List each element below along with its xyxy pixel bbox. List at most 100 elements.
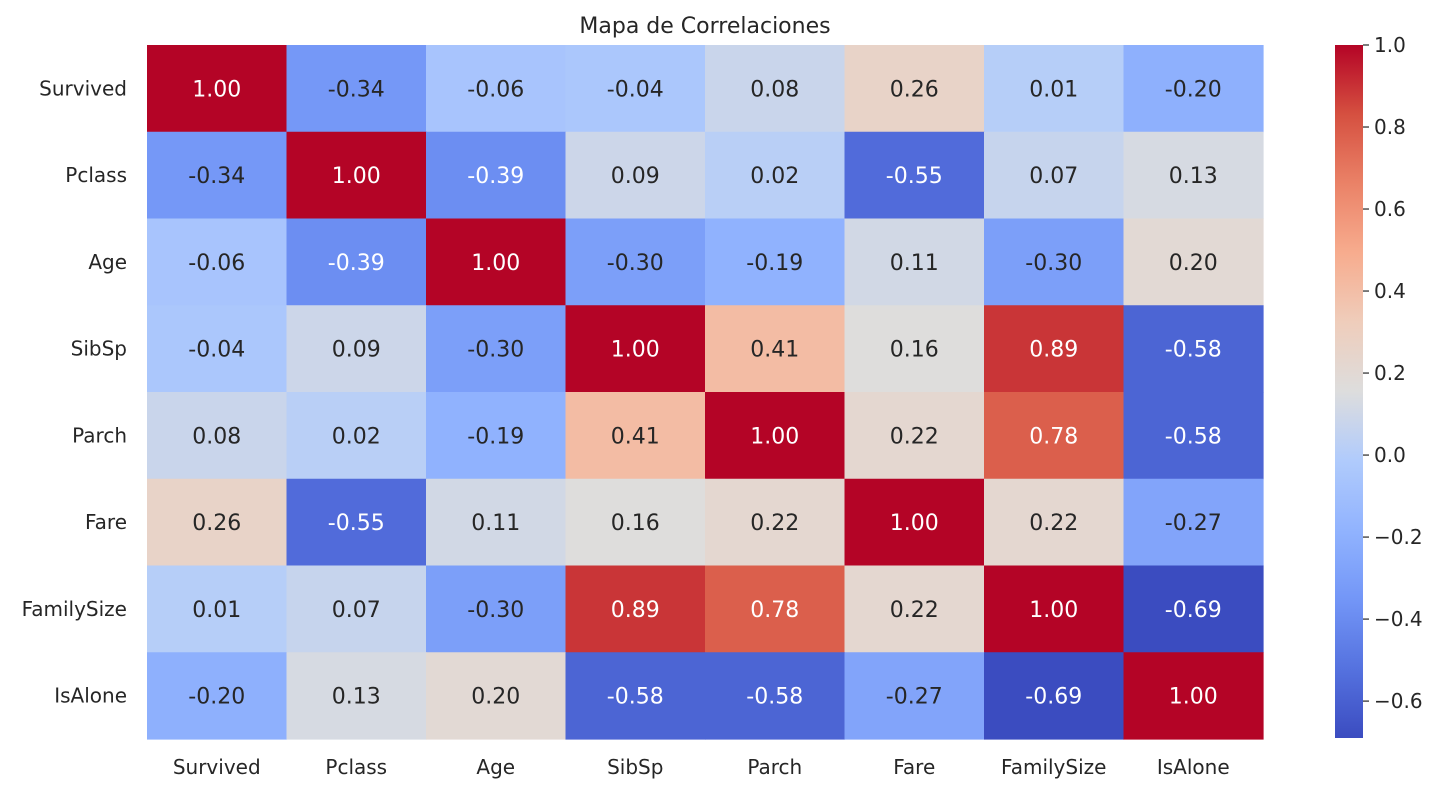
heatmap-cell (286, 305, 427, 393)
y-tick-label: Pclass (65, 163, 127, 187)
cell-value-label: 0.16 (611, 511, 660, 536)
cell-value-label: 1.00 (332, 164, 381, 189)
cell-value-label: 0.07 (1029, 164, 1078, 189)
colorbar-gradient (1335, 45, 1363, 738)
cell-value-label: 0.22 (890, 424, 939, 449)
heatmap-cell (565, 218, 706, 306)
cell-value-label: -0.58 (607, 685, 664, 710)
cell-value-label: -0.55 (886, 164, 943, 189)
cell-value-label: 0.13 (332, 685, 381, 710)
heatmap-cell (844, 392, 985, 480)
colorbar-tick-label: −0.4 (1374, 607, 1423, 631)
cell-value-label: -0.58 (1165, 424, 1222, 449)
heatmap-cell (147, 565, 288, 653)
cell-value-label: 0.89 (1029, 338, 1078, 363)
heatmap-cell (984, 652, 1125, 740)
heatmap-cell (426, 131, 567, 220)
y-tick-label: SibSp (71, 337, 127, 361)
cell-value-label: 0.13 (1169, 164, 1218, 189)
heatmap-cells: 1.00 -0.34 -0.06 -0.04 0.08 0.26 0.01 -0.20 -0.3… (147, 45, 1264, 740)
cell-value-label: -0.39 (328, 251, 385, 276)
heatmap-cell (844, 652, 985, 740)
cell-value-label: -0.55 (328, 511, 385, 536)
chart-title: Mapa de Correlaciones (579, 14, 830, 39)
cell-value-label: 0.22 (1029, 511, 1078, 536)
cell-value-label: 1.00 (750, 424, 799, 449)
cell-value-label: 1.00 (611, 338, 660, 363)
cell-value-label: 0.02 (750, 164, 799, 189)
cell-value-label: 0.89 (611, 598, 660, 623)
heatmap-cell (705, 305, 846, 393)
cell-value-label: -0.34 (188, 164, 245, 189)
cell-value-label: -0.69 (1165, 598, 1222, 623)
heatmap-cell (565, 131, 706, 220)
heatmap-cell (1123, 565, 1264, 653)
cell-value-label: -0.34 (328, 77, 385, 102)
cell-value-label: 1.00 (1029, 598, 1078, 623)
heatmap-cell (426, 305, 567, 393)
y-tick-label: FamilySize (22, 597, 127, 621)
heatmap-cell (1123, 131, 1264, 220)
heatmap-cell (984, 305, 1125, 393)
colorbar-tick-label: −0.6 (1374, 689, 1423, 713)
cell-value-label: -0.27 (886, 685, 943, 710)
cell-value-label: -0.19 (746, 251, 803, 276)
heatmap-cell (147, 45, 288, 133)
x-axis-tick-labels: Survived Pclass Age SibSp Parch Fare FamilySiz… (173, 755, 1230, 779)
cell-value-label: -0.30 (607, 251, 664, 276)
heatmap-cell (844, 131, 985, 220)
colorbar-tick-label: 1.0 (1374, 33, 1406, 57)
heatmap-cell (984, 565, 1125, 653)
cell-value-label: 0.26 (192, 511, 241, 536)
cell-value-label: 0.09 (332, 338, 381, 363)
cell-value-label: -0.06 (188, 251, 245, 276)
x-tick-label: FamilySize (1001, 755, 1106, 779)
heatmap-cell (844, 218, 985, 306)
colorbar: 1.0 0.8 0.6 0.4 0.2 0.0 −0.2 −0.4 −0.6 (1335, 33, 1423, 738)
heatmap-cell (147, 652, 288, 740)
cell-value-label: -0.30 (467, 598, 524, 623)
cell-value-label: 0.78 (1029, 424, 1078, 449)
y-tick-label: Fare (85, 510, 127, 534)
heatmap-cell (286, 565, 427, 653)
heatmap-cell (1123, 45, 1264, 133)
heatmap-cell (705, 565, 846, 653)
x-tick-label: Fare (893, 755, 935, 779)
cell-value-label: 0.11 (471, 511, 520, 536)
cell-value-label: 0.11 (890, 251, 939, 276)
heatmap-cell (565, 478, 706, 567)
heatmap-cell (705, 652, 846, 740)
heatmap-cell (565, 652, 706, 740)
heatmap-cell (426, 565, 567, 653)
colorbar-tick-label: 0.6 (1374, 197, 1406, 221)
cell-value-label: -0.30 (467, 338, 524, 363)
x-tick-label: Survived (173, 755, 261, 779)
cell-value-label: -0.58 (1165, 338, 1222, 363)
heatmap-cell (426, 392, 567, 480)
x-tick-label: Pclass (325, 755, 387, 779)
heatmap-cell (984, 131, 1125, 220)
heatmap-cell (705, 218, 846, 306)
cell-value-label: 0.20 (471, 685, 520, 710)
heatmap-cell (844, 565, 985, 653)
heatmap-cell (147, 478, 288, 567)
heatmap-cell (984, 478, 1125, 567)
heatmap-cell (147, 305, 288, 393)
heatmap-cell (286, 45, 427, 133)
heatmap-cell (565, 392, 706, 480)
heatmap-cell (565, 305, 706, 393)
heatmap-cell (705, 131, 846, 220)
cell-value-label: 1.00 (471, 251, 520, 276)
colorbar-tick-label: 0.8 (1374, 115, 1406, 139)
cell-value-label: 0.41 (611, 424, 660, 449)
cell-value-label: 0.78 (750, 598, 799, 623)
cell-value-label: 1.00 (1169, 685, 1218, 710)
heatmap-cell (147, 131, 288, 220)
heatmap-cell (286, 392, 427, 480)
heatmap-cell (1123, 652, 1264, 740)
y-tick-label: Parch (72, 423, 127, 447)
heatmap-cell (565, 45, 706, 133)
cell-value-label: 0.09 (611, 164, 660, 189)
cell-value-label: 0.26 (890, 77, 939, 102)
y-tick-label: Survived (39, 76, 127, 100)
